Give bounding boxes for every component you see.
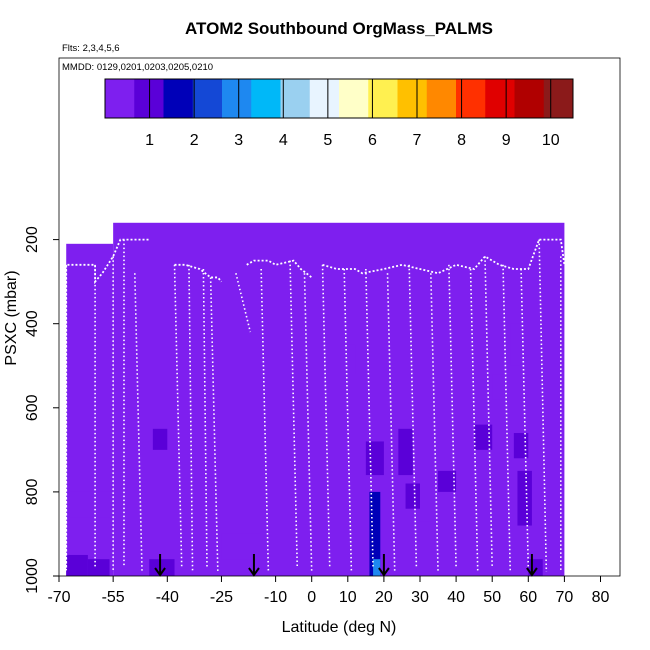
profile-track [173, 264, 183, 568]
heatmap-cell [221, 533, 262, 560]
profile-track [408, 264, 418, 568]
colorbar-tick-label: 8 [457, 132, 466, 149]
x-tick-label: -40 [156, 589, 179, 606]
arrow-head [248, 567, 260, 577]
x-tick-label: 20 [375, 589, 393, 606]
x-tick-label: 10 [339, 589, 357, 606]
heatmap-cell [365, 441, 384, 476]
profile-track [260, 269, 270, 572]
x-axis-label: Latitude (deg N) [282, 619, 397, 636]
heatmap-cell [420, 521, 435, 547]
colorbar-segment [426, 79, 457, 118]
heatmap-cell [149, 559, 175, 576]
colorbar-tick-label: 1 [145, 132, 154, 149]
colorbar-segment [397, 79, 428, 118]
colorbar-segment [222, 79, 252, 118]
heatmap-cell [438, 470, 457, 492]
flight-track [246, 259, 313, 279]
profile-track [321, 264, 331, 568]
colorbar-frame [104, 78, 574, 119]
x-tick-label: -55 [102, 589, 125, 606]
profile-track [538, 239, 548, 572]
colorbar-tick-label: 3 [234, 132, 243, 149]
profile-track [448, 264, 457, 568]
colorbar-segment [163, 79, 194, 118]
heatmap-cell [369, 491, 381, 576]
x-tick-label: 0 [307, 589, 316, 606]
arrow-head [526, 567, 538, 577]
flight-track [174, 263, 223, 283]
heatmap-cell [513, 433, 529, 459]
colorbar-tick-label: 4 [279, 132, 288, 149]
x-tick-label: 40 [447, 589, 465, 606]
heatmap-cell [152, 428, 168, 450]
colorbar-segment [514, 79, 545, 118]
colorbar-segment [368, 79, 398, 118]
x-tick-label: 80 [592, 589, 610, 606]
profile-track [365, 269, 374, 568]
x-tick-label: 30 [411, 589, 429, 606]
colorbar-segment [456, 79, 486, 118]
profile-track [343, 269, 353, 572]
dates-label: MMDD: 0129,0201,0203,0205,0210 [62, 62, 213, 73]
heatmap-cell [66, 554, 88, 576]
x-tick-label: 60 [519, 589, 537, 606]
heatmap-cell [405, 483, 420, 509]
x-tick-label: 70 [556, 589, 574, 606]
colorbar-segment [251, 79, 281, 118]
heatmap-cell [340, 344, 356, 375]
chart-title: ATOM2 Southbound OrgMass_PALMS [185, 19, 493, 38]
colorbar-segment [192, 79, 223, 118]
heatmap-cell [474, 424, 493, 450]
heatmap-cell [66, 243, 114, 576]
profile-track [520, 269, 530, 568]
heatmap-cell [492, 374, 507, 400]
y-axis-label: PSXC (mbar) [3, 270, 20, 365]
profile-track [134, 273, 143, 572]
x-tick-label: -70 [47, 589, 70, 606]
profile-track [430, 273, 439, 572]
y-tick-label: 800 [24, 478, 41, 505]
profile-track [188, 264, 194, 572]
colorbar-segment [105, 79, 135, 118]
x-tick-label: -10 [264, 589, 287, 606]
profile-track [202, 269, 208, 568]
colorbar-segment [280, 79, 311, 118]
colorbar-segment [543, 79, 574, 118]
colorbar-tick-label: 10 [542, 132, 560, 149]
y-tick-label: 1000 [24, 558, 41, 594]
axes: -70 -55 -40 -25 -10 0 10 20 30 40 50 60 70 80 200 400 60… [24, 226, 610, 606]
flights-label: Flts: 2,3,4,5,6 [62, 43, 120, 54]
x-tick-label: 50 [483, 589, 501, 606]
profile-track [303, 273, 313, 572]
colorbar-tick-label: 7 [413, 132, 422, 149]
colorbar-tick-label: 5 [323, 132, 332, 149]
y-tick-label: 600 [24, 394, 41, 421]
profile-track [469, 269, 479, 572]
colorbar-segment [339, 79, 369, 118]
heatmap-cell [517, 470, 532, 526]
colorbar: 1 2 3 4 5 6 7 8 9 10 [104, 78, 574, 149]
heatmap-cell [398, 428, 413, 476]
y-tick-label: 200 [24, 226, 41, 253]
colorbar-tick-label: 2 [190, 132, 199, 149]
heatmap-cell [66, 491, 114, 518]
colorbar-tick-label: 9 [502, 132, 511, 149]
colorbar-segment [309, 79, 340, 118]
colorbar-tick-label: 6 [368, 132, 377, 149]
heatmap-cell [87, 559, 110, 576]
heatmap-cell [373, 559, 381, 576]
profile-track [386, 273, 396, 572]
arrow-head [154, 567, 166, 577]
heatmap-cell [510, 323, 522, 366]
plot-area [65, 222, 566, 577]
plot-frame [58, 57, 621, 577]
x-tick-label: -25 [210, 589, 233, 606]
y-tick-label: 400 [24, 310, 41, 337]
colorbar-segment [485, 79, 515, 118]
arrow-head [378, 567, 390, 577]
profile-track [209, 277, 219, 572]
